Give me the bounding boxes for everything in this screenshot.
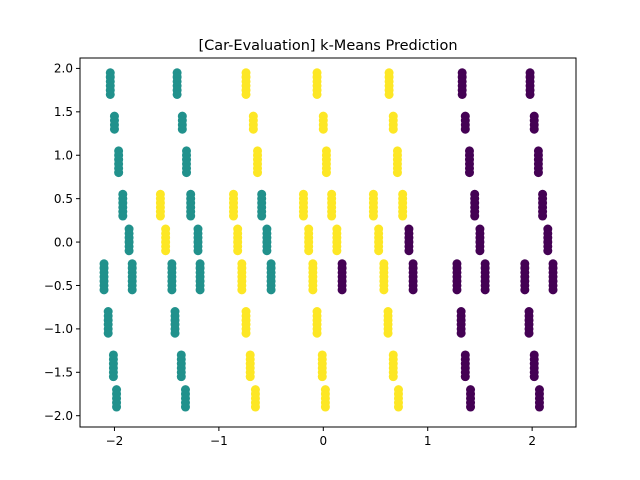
scatter-point — [520, 285, 530, 295]
x-tick-label: 2 — [528, 434, 536, 448]
scatter-point — [308, 285, 318, 295]
y-tick-label: 1.0 — [54, 149, 73, 163]
scatter-point — [383, 328, 393, 338]
scatter-point — [534, 402, 544, 412]
scatter-point — [180, 402, 190, 412]
scatter-point — [317, 372, 327, 382]
scatter-point — [337, 285, 347, 295]
scatter-point — [538, 211, 548, 221]
scatter-point — [241, 328, 251, 338]
scatter-point — [388, 124, 398, 134]
scatter-point — [103, 328, 113, 338]
scatter-point — [312, 89, 322, 99]
scatter-point — [241, 89, 251, 99]
scatter-point — [452, 285, 462, 295]
y-tick-label: 0.5 — [54, 192, 73, 206]
scatter-point — [384, 89, 394, 99]
x-axis: −2 −1 0 1 2 — [106, 427, 536, 448]
y-tick-label: 0.0 — [54, 235, 73, 249]
scatter-point — [529, 372, 539, 382]
scatter-point — [398, 211, 408, 221]
scatter-point — [257, 211, 267, 221]
scatter-point — [320, 402, 330, 412]
scatter-point — [172, 89, 182, 99]
scatter-point — [118, 211, 128, 221]
x-tick-label: −1 — [210, 434, 228, 448]
scatter-point — [525, 89, 535, 99]
scatter-point — [248, 124, 258, 134]
scatter-point — [460, 124, 470, 134]
y-tick-label: −2.0 — [44, 409, 73, 423]
scatter-point — [229, 211, 238, 221]
scatter-point — [124, 246, 134, 256]
scatter-point — [543, 246, 553, 256]
scatter-point — [524, 328, 534, 338]
x-tick-label: 1 — [424, 434, 432, 448]
scatter-point — [332, 246, 342, 256]
plot-area-frame — [79, 57, 577, 428]
scatter-point — [105, 89, 115, 99]
scatter-point — [245, 372, 255, 382]
scatter-point — [99, 285, 109, 295]
scatter-point — [480, 285, 490, 295]
x-tick-label: −2 — [106, 434, 124, 448]
scatter-point — [379, 285, 389, 295]
scatter-point — [109, 124, 119, 134]
scatter-point — [533, 168, 543, 178]
scatter-point — [368, 211, 378, 221]
scatter-point — [177, 124, 187, 134]
scatter-point — [529, 124, 539, 134]
scatter-point — [388, 372, 398, 382]
scatter-point — [321, 168, 331, 178]
scatter-point — [327, 211, 337, 221]
scatter-point — [155, 211, 165, 221]
scatter-point — [193, 246, 203, 256]
scatter-point — [466, 402, 476, 412]
scatter-point — [304, 246, 314, 256]
scatter-point — [460, 372, 470, 382]
scatter-point — [404, 246, 414, 256]
scatter-point — [456, 328, 466, 338]
y-tick-label: 1.5 — [54, 105, 73, 119]
scatter-point — [127, 285, 137, 295]
points-layer — [99, 68, 558, 412]
scatter-point — [112, 402, 122, 412]
y-axis: −2.0 −1.5 −1.0 −0.5 0.0 0.5 1.0 1.5 2.0 — [44, 62, 80, 423]
scatter-point — [374, 246, 384, 256]
x-tick-label: 0 — [319, 434, 327, 448]
scatter-point — [393, 402, 403, 412]
scatter-point — [167, 285, 177, 295]
scatter-point — [161, 246, 171, 256]
scatter-point — [464, 168, 474, 178]
y-tick-label: −0.5 — [44, 279, 73, 293]
scatter-point — [266, 285, 276, 295]
scatter-point — [298, 211, 308, 221]
scatter-point — [262, 246, 272, 256]
scatter-point — [318, 124, 328, 134]
scatter-point — [237, 285, 247, 295]
scatter-point — [548, 285, 558, 295]
scatter-point — [253, 168, 263, 178]
scatter-point — [108, 372, 118, 382]
scatter-point — [457, 89, 467, 99]
scatter-point — [186, 211, 196, 221]
scatter-point — [195, 285, 205, 295]
scatter-point — [408, 285, 418, 295]
y-tick-label: 2.0 — [54, 62, 73, 76]
scatter-point — [233, 246, 243, 256]
scatter-point — [475, 246, 485, 256]
scatter-point — [170, 328, 180, 338]
scatter-point — [114, 168, 124, 178]
y-tick-label: −1.0 — [44, 322, 73, 336]
scatter-point — [470, 211, 480, 221]
scatter-point — [392, 168, 402, 178]
scatter-point — [250, 402, 260, 412]
scatter-point — [182, 168, 192, 178]
chart-title: [Car-Evaluation] k-Means Prediction — [198, 38, 457, 54]
scatter-point — [176, 372, 186, 382]
scatter-point — [312, 328, 322, 338]
y-tick-label: −1.5 — [44, 366, 73, 380]
